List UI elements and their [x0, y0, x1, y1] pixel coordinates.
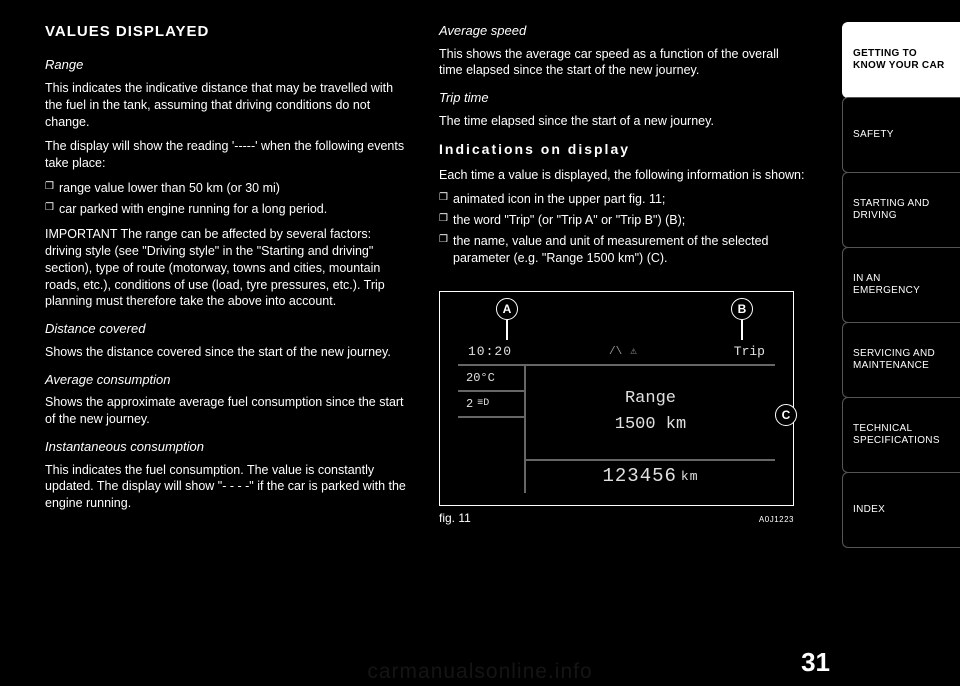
trip-time-heading: Trip time: [439, 89, 805, 107]
indications-list: animated icon in the upper part fig. 11;…: [439, 191, 805, 267]
screen-main: Range 1500 km: [526, 366, 775, 459]
trip-time-para: The time elapsed since the start of a ne…: [439, 113, 805, 130]
display-screen: 10:20 /\ ⚠ Trip 20°C 2 ≡D: [458, 340, 775, 493]
indications-para: Each time a value is displayed, the foll…: [439, 167, 805, 184]
callout-b: B: [731, 298, 753, 320]
inst-consumption-para: This indicates the fuel consumption. The…: [45, 462, 411, 513]
tab-starting-driving[interactable]: STARTING ANDDRIVING: [842, 172, 960, 248]
figure-caption-row: fig. 11 A0J1223: [439, 510, 794, 526]
indications-list-item: the word "Trip" (or "Trip A" or "Trip B"…: [439, 212, 805, 229]
tab-safety[interactable]: SAFETY: [842, 97, 960, 173]
screen-temp: 20°C: [458, 366, 524, 392]
range-para-1: This indicates the indicative distance t…: [45, 80, 411, 131]
range-list: range value lower than 50 km (or 30 mi) …: [45, 180, 411, 218]
distance-heading: Distance covered: [45, 320, 411, 338]
avg-speed-para: This shows the average car speed as a fu…: [439, 46, 805, 80]
tab-technical[interactable]: TECHNICALSPECIFICATIONS: [842, 397, 960, 473]
sidebar-tabs: GETTING TOKNOW YOUR CAR SAFETY STARTING …: [842, 22, 960, 547]
avg-consumption-heading: Average consumption: [45, 371, 411, 389]
screen-side-panel: 20°C 2 ≡D: [458, 366, 526, 493]
page-number: 31: [801, 647, 830, 678]
warning-icon: ⚠: [630, 345, 637, 360]
tab-emergency[interactable]: IN AN EMERGENCY: [842, 247, 960, 323]
right-column: Average speed This shows the average car…: [439, 22, 805, 526]
headlight-icon: ≡D: [477, 397, 489, 411]
figure-caption: fig. 11: [439, 510, 471, 526]
avg-consumption-para: Shows the approximate average fuel consu…: [45, 394, 411, 428]
figure-box: A B C 10:20 /\ ⚠ Trip: [439, 291, 794, 506]
values-displayed-heading: VALUES DISPLAYED: [45, 22, 411, 42]
figure-code: A0J1223: [759, 515, 794, 526]
screen-top-bar: 10:20 /\ ⚠ Trip: [458, 340, 775, 366]
tab-index[interactable]: INDEX: [842, 472, 960, 548]
screen-range-value: 1500 km: [615, 414, 686, 437]
range-heading: Range: [45, 56, 411, 74]
indications-list-item: the name, value and unit of measurement …: [439, 233, 805, 267]
tab-getting-to-know[interactable]: GETTING TOKNOW YOUR CAR: [842, 22, 960, 98]
screen-odometer: 123456 km: [526, 459, 775, 493]
range-important: IMPORTANT The range can be affected by s…: [45, 226, 411, 310]
range-list-item: range value lower than 50 km (or 30 mi): [45, 180, 411, 197]
figure-11: A B C 10:20 /\ ⚠ Trip: [439, 291, 794, 526]
distance-para: Shows the distance covered since the sta…: [45, 344, 411, 361]
range-para-2: The display will show the reading '-----…: [45, 138, 411, 172]
callout-a: A: [496, 298, 518, 320]
range-list-item: car parked with engine running for a lon…: [45, 201, 411, 218]
indications-heading: Indications on display: [439, 140, 805, 159]
left-column: VALUES DISPLAYED Range This indicates th…: [45, 22, 411, 526]
mountain-icon: /\: [609, 345, 622, 360]
indications-list-item: animated icon in the upper part fig. 11;: [439, 191, 805, 208]
inst-consumption-heading: Instantaneous consumption: [45, 438, 411, 456]
screen-range-label: Range: [625, 388, 676, 411]
trip-label: Trip: [734, 343, 765, 361]
tab-servicing[interactable]: SERVICING ANDMAINTENANCE: [842, 322, 960, 398]
screen-gear: 2 ≡D: [458, 392, 524, 418]
callout-c: C: [775, 404, 797, 426]
screen-time: 10:20: [468, 343, 512, 361]
screen-top-icons: /\ ⚠: [609, 345, 637, 360]
avg-speed-heading: Average speed: [439, 22, 805, 40]
